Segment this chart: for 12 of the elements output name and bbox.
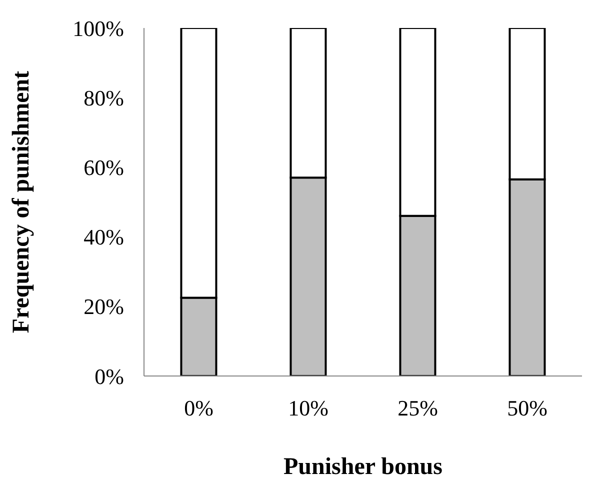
x-tick-label: 10%	[288, 396, 328, 421]
y-tick-label: 20%	[84, 294, 124, 320]
y-tick-label: 80%	[84, 85, 124, 110]
y-tick-label: 40%	[84, 224, 124, 250]
y-axis-title: Frequency of punishment	[8, 70, 35, 334]
y-tick-label: 0%	[94, 364, 124, 389]
y-tick-label: 100%	[72, 16, 124, 41]
x-tick-label: 0%	[184, 396, 214, 421]
y-tick-label: 60%	[84, 155, 124, 180]
x-axis-title: Punisher bonus	[284, 454, 442, 480]
x-tick-label: 50%	[507, 396, 548, 421]
x-tick-label: 25%	[398, 396, 438, 421]
